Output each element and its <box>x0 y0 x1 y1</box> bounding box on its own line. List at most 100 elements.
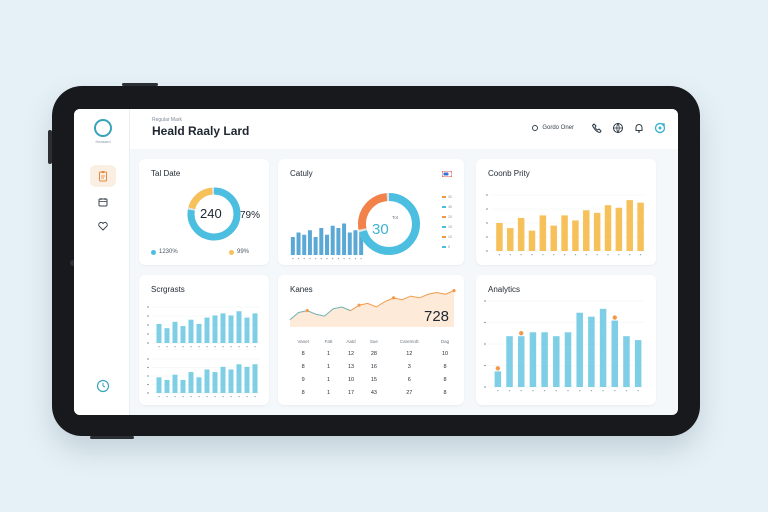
segments-top-bar-11 <box>244 317 250 343</box>
table-cell: 10 <box>347 376 355 383</box>
table-header-cell[interactable]: Vanet <box>297 339 309 344</box>
rates-point-2 <box>305 309 309 313</box>
sidebar-item-health[interactable] <box>90 215 116 237</box>
growth-xtick-0 <box>498 254 501 256</box>
segments-bottom-bar-10 <box>236 364 242 393</box>
table-header-cell[interactable]: Dag <box>440 339 450 344</box>
table-header-cell[interactable]: Sue <box>369 339 378 344</box>
table-row[interactable]: 8 1 17 43 27 8 <box>288 386 456 399</box>
rates-card[interactable]: Kanes 728 Vanet Fatt Aatd Sue Caremrdt Dag 8 1… <box>278 275 464 405</box>
rates-card-title: Kanes <box>290 285 313 294</box>
segments-top-bar-12 <box>252 313 258 343</box>
growth-bar-6 <box>561 215 568 251</box>
activity-legend-swatch <box>442 196 446 198</box>
analytics-xtick-8 <box>590 390 592 392</box>
analytics-bar-5 <box>553 336 560 387</box>
app-logo[interactable] <box>94 119 112 137</box>
segments-top-xtick-11 <box>246 346 248 348</box>
table-cell: 1 <box>326 389 331 396</box>
table-row[interactable]: 8 1 12 28 12 10 <box>288 347 456 360</box>
activity-xtick-11 <box>354 258 357 260</box>
table-row[interactable]: 8 1 13 16 3 8 <box>288 360 456 373</box>
table-cell: 6 <box>407 376 411 383</box>
user-status-icon <box>532 125 539 131</box>
activity-bar-1 <box>296 232 301 255</box>
total-card[interactable]: Tal Date 240 79% 1230% 99% <box>139 159 269 265</box>
analytics-bar-3 <box>529 332 537 387</box>
header-actions: Gordo Oner <box>532 122 666 134</box>
activity-legend-item: 5 <box>442 245 450 249</box>
analytics-marker-10 <box>612 315 617 320</box>
analytics-bar-10 <box>611 320 619 387</box>
table-cell: 8 <box>443 376 447 383</box>
activity-donut-slice-1 <box>358 193 388 230</box>
activity-xtick-7 <box>332 258 334 260</box>
segments-bottom-xtick-7 <box>214 396 216 398</box>
activity-bar-8 <box>336 228 341 255</box>
legend-dot-teal <box>151 250 156 255</box>
growth-card[interactable]: Coonb Prity <box>476 159 656 265</box>
segments-bottom-tick-2 <box>147 375 149 377</box>
growth-bar-13 <box>637 202 644 251</box>
activity-xtick-12 <box>360 258 362 260</box>
activity-xtick-10 <box>349 258 351 260</box>
segments-top-tick-3 <box>147 315 149 317</box>
segments-bottom-tick-4 <box>147 358 149 360</box>
activity-legend-label: 45 <box>448 205 452 209</box>
activity-bar-10 <box>347 232 352 255</box>
activity-card[interactable]: Catuly Tot 30 30 45 20 15 10 5 <box>278 159 464 265</box>
globe-icon[interactable] <box>612 122 624 134</box>
segments-bottom-bar-8 <box>220 366 226 393</box>
growth-xtick-2 <box>520 254 522 256</box>
activity-donut-slice-0 <box>359 193 420 255</box>
location-pin-icon[interactable] <box>654 122 666 134</box>
growth-tick-2 <box>486 222 488 224</box>
bottom-button <box>90 436 134 439</box>
sidebar-item-records[interactable] <box>90 165 116 187</box>
user-chip[interactable]: Gordo Oner <box>532 125 574 131</box>
activity-bar-11 <box>353 230 358 255</box>
activity-xtick-1 <box>297 258 300 260</box>
phone-icon[interactable] <box>591 122 603 134</box>
growth-bar-3 <box>528 230 536 251</box>
analytics-xtick-3 <box>532 390 534 392</box>
segments-top-xtick-6 <box>206 346 208 348</box>
analytics-tick-3 <box>484 321 486 324</box>
segments-bottom-xtick-1 <box>166 396 168 398</box>
table-header-cell[interactable]: Fatt <box>324 339 333 344</box>
segments-bottom-xtick-6 <box>206 396 208 398</box>
header-eyebrow: Regular Mark <box>152 117 183 123</box>
segments-bottom-xtick-2 <box>174 396 176 398</box>
growth-bar-4 <box>539 215 547 251</box>
segments-card[interactable]: Scrgrasts <box>139 275 269 405</box>
growth-bar-1 <box>507 228 514 251</box>
growth-card-title: Coonb Prity <box>488 169 530 178</box>
growth-bar-2 <box>517 217 525 251</box>
segments-top-xtick-9 <box>230 346 232 348</box>
total-legend-left: 1230% <box>159 249 178 255</box>
activity-center-value: 30 <box>372 221 389 238</box>
table-row[interactable]: 9 1 10 15 6 8 <box>288 373 456 386</box>
sidebar-item-calendar[interactable] <box>90 191 116 213</box>
notification-icon[interactable] <box>633 122 645 134</box>
segments-top-tick-2 <box>147 324 149 326</box>
analytics-card[interactable]: Analytics <box>476 275 656 405</box>
clock-icon[interactable] <box>96 379 110 393</box>
heart-icon <box>98 221 108 231</box>
side-button <box>48 130 52 164</box>
chart-toggle-icon[interactable] <box>442 171 452 177</box>
activity-legend-label: 20 <box>448 215 452 219</box>
segments-bottom-xtick-0 <box>158 396 160 398</box>
growth-xtick-6 <box>563 254 566 256</box>
table-header-cell[interactable]: Aatd <box>346 339 356 344</box>
activity-legend-label: 30 <box>448 195 452 199</box>
activity-bar-3 <box>307 230 312 255</box>
total-legend-right: 99% <box>237 249 250 255</box>
segments-bottom-bar-0 <box>156 377 162 393</box>
growth-xtick-10 <box>607 254 609 256</box>
rates-point-8 <box>357 303 361 307</box>
table-header-cell[interactable]: Caremrdt <box>399 339 419 344</box>
table-cell: 8 <box>301 389 305 396</box>
table-cell: 16 <box>370 363 377 370</box>
growth-xtick-3 <box>531 254 533 256</box>
